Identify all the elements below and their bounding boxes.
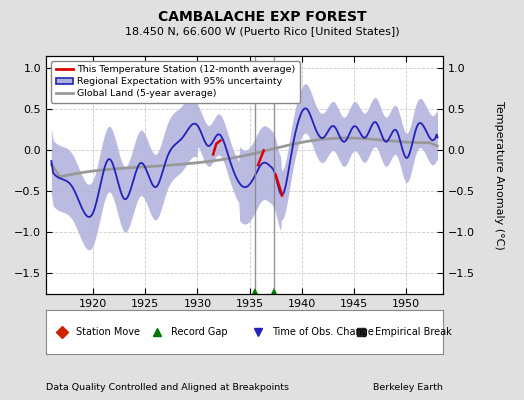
Text: Time of Obs. Change: Time of Obs. Change — [272, 327, 374, 337]
Text: Station Move: Station Move — [76, 327, 140, 337]
Text: CAMBALACHE EXP FOREST: CAMBALACHE EXP FOREST — [158, 10, 366, 24]
Text: Berkeley Earth: Berkeley Earth — [373, 383, 443, 392]
Text: Empirical Break: Empirical Break — [375, 327, 452, 337]
Legend: This Temperature Station (12-month average), Regional Expectation with 95% uncer: This Temperature Station (12-month avera… — [51, 61, 300, 103]
Text: 18.450 N, 66.600 W (Puerto Rico [United States]): 18.450 N, 66.600 W (Puerto Rico [United … — [125, 26, 399, 36]
Text: Record Gap: Record Gap — [171, 327, 228, 337]
Y-axis label: Temperature Anomaly (°C): Temperature Anomaly (°C) — [494, 101, 504, 249]
Text: Data Quality Controlled and Aligned at Breakpoints: Data Quality Controlled and Aligned at B… — [46, 383, 289, 392]
